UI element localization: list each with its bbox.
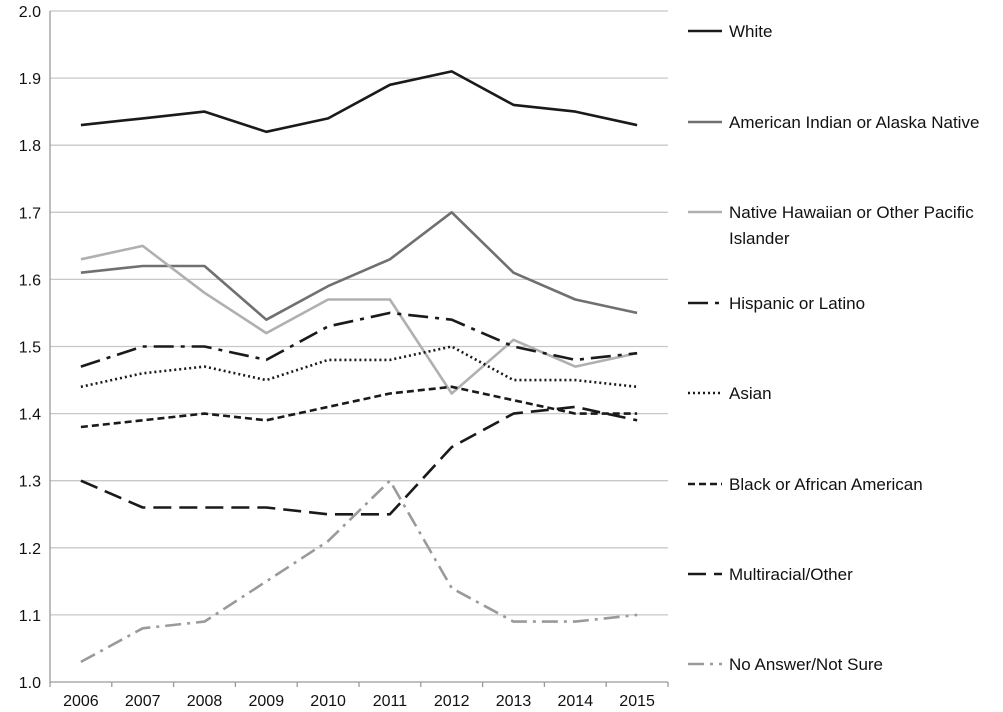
x-tick-label: 2006 [63, 693, 99, 710]
x-tick-label: 2013 [496, 693, 532, 710]
y-tick-label: 1.7 [19, 205, 41, 222]
legend-label: White [729, 22, 772, 41]
series-lines [80, 70, 638, 664]
x-tick-label: 2008 [187, 693, 223, 710]
series-white [80, 70, 638, 134]
legend-item-asian: Asian [688, 384, 772, 403]
x-tick-label: 2014 [558, 693, 594, 710]
y-tick-label: 1.2 [19, 541, 41, 558]
legend-item-hispanic-or-latino: Hispanic or Latino [688, 294, 865, 313]
legend-label: No Answer/Not Sure [729, 655, 883, 674]
y-tick-label: 1.4 [19, 407, 41, 424]
y-tick-label: 1.3 [19, 474, 41, 491]
grid [50, 10, 668, 616]
legend-label: Islander [729, 229, 790, 248]
series-line [80, 211, 638, 322]
legend-label: Black or African American [729, 475, 923, 494]
x-tick-label: 2011 [373, 693, 408, 710]
legend-item-american-indian-or-alaska-native: American Indian or Alaska Native [688, 113, 979, 132]
legend-label: Multiracial/Other [729, 565, 853, 584]
legend-item-multiracial-other: Multiracial/Other [688, 565, 853, 584]
legend-label: Hispanic or Latino [729, 294, 865, 313]
x-tick-label: 2015 [619, 693, 655, 710]
y-tick-label: 1.1 [19, 608, 41, 625]
y-tick-label: 1.6 [19, 272, 41, 289]
series-multiracial-other [80, 405, 638, 516]
legend: White American Indian or Alaska Native Nat… [688, 22, 979, 674]
series-native-hawaiian-or-other-pacific-islander [80, 244, 638, 395]
series-no-answer-not-sure [80, 479, 638, 664]
legend-item-native-hawaiian-or-other-pacific-islander: Native Hawaiian or Other Pacific Islander [688, 203, 974, 248]
y-tick-label: 1.5 [19, 340, 41, 357]
series-line [80, 70, 638, 134]
legend-label: Asian [729, 384, 772, 403]
y-tick-label: 2.0 [19, 4, 41, 21]
legend-item-no-answer-not-sure: No Answer/Not Sure [688, 655, 883, 674]
series-line [80, 345, 638, 389]
series-line [80, 405, 638, 516]
y-tick-label: 1.9 [19, 71, 41, 88]
series-american-indian-or-alaska-native [80, 211, 638, 322]
x-tick-label: 2007 [125, 693, 161, 710]
series-line [80, 244, 638, 395]
series-line [80, 479, 638, 664]
y-tick-label: 1.8 [19, 138, 41, 155]
x-tick-label: 2009 [249, 693, 285, 710]
legend-label: Native Hawaiian or Other Pacific [729, 203, 974, 222]
y-tick-label: 1.0 [19, 675, 41, 692]
series-black-or-african-american [80, 385, 638, 429]
legend-label: American Indian or Alaska Native [729, 113, 979, 132]
axes: 1.0 1.1 1.2 1.3 1.4 1.5 1.6 1.7 1.8 1.9 2.0 2006 200… [19, 4, 669, 710]
x-tick-label: 2010 [310, 693, 346, 710]
legend-item-black-or-african-american: Black or African American [688, 475, 923, 494]
series-hispanic-or-latino [80, 311, 638, 368]
series-line [80, 311, 638, 368]
series-asian [80, 345, 638, 389]
series-line [80, 385, 638, 429]
legend-item-white: White [688, 22, 772, 41]
x-tick-label: 2012 [434, 693, 470, 710]
